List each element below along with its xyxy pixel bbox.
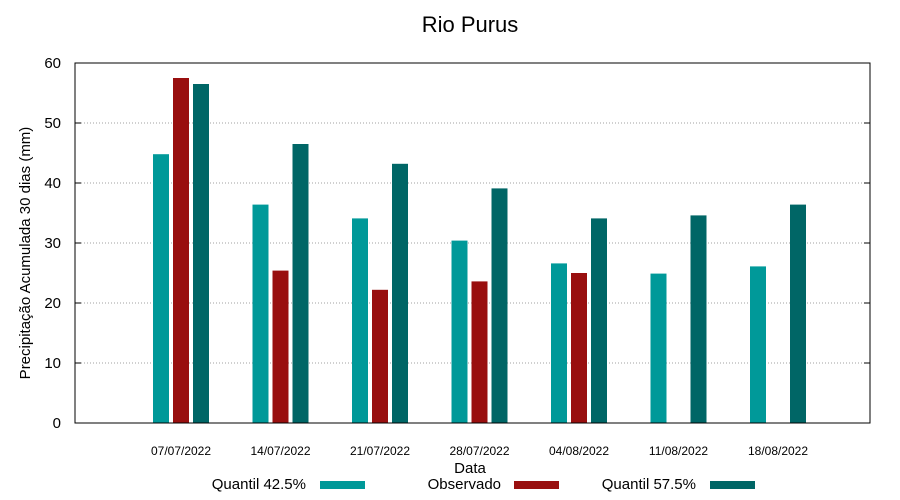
- legend-swatch: [710, 481, 755, 489]
- y-tick-label: 10: [44, 355, 61, 372]
- bar: [551, 263, 567, 423]
- bar: [650, 273, 667, 423]
- chart-title: Rio Purus: [422, 12, 519, 37]
- bar: [292, 144, 309, 423]
- x-axis-label: Data: [454, 460, 486, 477]
- x-axis-ticks: 07/07/2022 14/07/2022 21/07/2022 28/07/2022…: [151, 444, 808, 458]
- x-tick-label: 21/07/2022: [350, 444, 410, 458]
- bar: [491, 188, 508, 423]
- legend-swatch: [514, 481, 559, 489]
- x-tick-label: 04/08/2022: [549, 444, 609, 458]
- bar: [372, 289, 388, 423]
- y-tick-label: 40: [44, 175, 61, 192]
- bar: [571, 273, 587, 423]
- bar: [392, 163, 408, 424]
- bar: [352, 218, 368, 423]
- bar: [173, 78, 189, 423]
- x-tick-label: 28/07/2022: [449, 444, 509, 458]
- bar: [750, 266, 766, 423]
- legend: Quantil 42.5% Observado Quantil 57.5%: [212, 476, 755, 493]
- bar: [272, 270, 289, 423]
- y-axis-ticks: 0 10 20 30 40 50 60: [44, 55, 870, 432]
- bar: [591, 218, 607, 423]
- bars: [153, 78, 806, 424]
- x-tick-label: 14/07/2022: [250, 444, 310, 458]
- legend-swatch: [320, 481, 365, 489]
- legend-label: Observado: [428, 476, 501, 493]
- legend-label: Quantil 42.5%: [212, 476, 306, 493]
- bar: [451, 240, 468, 423]
- y-axis-label: Precipitação Acumulada 30 dias (mm): [17, 127, 34, 380]
- y-tick-label: 60: [44, 55, 61, 72]
- legend-label: Quantil 57.5%: [602, 476, 696, 493]
- x-tick-label: 18/08/2022: [748, 444, 808, 458]
- bar: [252, 204, 269, 423]
- bar: [790, 204, 806, 423]
- y-tick-label: 20: [44, 295, 61, 312]
- y-tick-label: 50: [44, 115, 61, 132]
- y-tick-label: 30: [44, 235, 61, 252]
- x-tick-label: 07/07/2022: [151, 444, 211, 458]
- y-tick-label: 0: [53, 415, 61, 432]
- bar: [153, 154, 169, 423]
- bar: [193, 84, 209, 423]
- x-tick-label: 11/08/2022: [649, 444, 708, 458]
- bar: [690, 215, 707, 423]
- bar: [471, 281, 488, 423]
